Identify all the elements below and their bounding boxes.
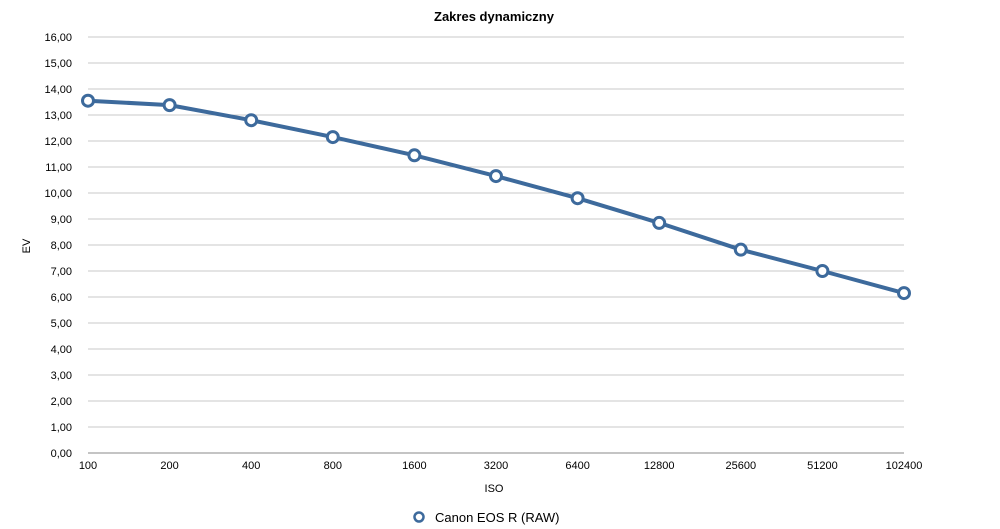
legend-label: Canon EOS R (RAW)	[435, 510, 560, 525]
y-tick-label: 14,00	[44, 84, 72, 96]
y-axis-ticks: 0,00 1,00 2,00 3,00 4,00 5,00 6,00 7,00 8,00 9,00…	[44, 32, 72, 460]
y-tick-label: 15,00	[44, 58, 72, 70]
y-tick-label: 2,00	[51, 396, 72, 408]
legend-marker	[413, 511, 425, 523]
y-tick-label: 9,00	[51, 214, 72, 226]
x-tick-label: 200	[160, 460, 178, 472]
data-point	[244, 113, 259, 128]
y-axis-label: EV	[21, 238, 33, 253]
series-line	[86, 98, 906, 296]
y-tick-label: 13,00	[44, 110, 72, 122]
x-tick-label: 3200	[484, 460, 508, 472]
x-tick-label: 6400	[565, 460, 589, 472]
x-tick-label: 51200	[807, 460, 838, 472]
grid-lines	[88, 36, 904, 454]
x-tick-label: 400	[242, 460, 260, 472]
x-tick-label: 12800	[644, 460, 675, 472]
data-point	[652, 215, 667, 230]
y-tick-label: 1,00	[51, 422, 72, 434]
series-group	[81, 93, 911, 301]
x-tick-label: 102400	[886, 460, 923, 472]
data-point	[897, 286, 911, 301]
data-point	[325, 130, 340, 145]
x-axis-ticks: 100 200 400 800 1600 3200 6400 12800 25600 51200 1…	[79, 460, 923, 472]
y-tick-label: 0,00	[51, 448, 72, 460]
y-tick-label: 10,00	[44, 188, 72, 200]
data-point	[733, 242, 748, 257]
data-point	[407, 148, 422, 163]
legend: Canon EOS R (RAW)	[413, 510, 560, 525]
y-tick-label: 12,00	[44, 136, 72, 148]
y-tick-label: 6,00	[51, 292, 72, 304]
x-tick-label: 25600	[726, 460, 757, 472]
x-tick-label: 1600	[402, 460, 426, 472]
chart-title: Zakres dynamiczny	[434, 9, 555, 24]
data-point	[570, 191, 585, 206]
x-tick-label: 100	[79, 460, 97, 472]
y-tick-label: 7,00	[51, 266, 72, 278]
data-point	[81, 93, 95, 108]
y-tick-label: 16,00	[44, 32, 72, 44]
x-axis-label: ISO	[485, 483, 504, 495]
y-tick-label: 8,00	[51, 240, 72, 252]
y-tick-label: 5,00	[51, 318, 72, 330]
data-point	[162, 98, 177, 113]
y-tick-label: 11,00	[45, 162, 72, 174]
y-tick-label: 3,00	[51, 370, 72, 382]
x-tick-label: 800	[324, 460, 342, 472]
data-point	[815, 264, 830, 278]
y-tick-label: 4,00	[51, 344, 72, 356]
data-point	[489, 169, 503, 184]
